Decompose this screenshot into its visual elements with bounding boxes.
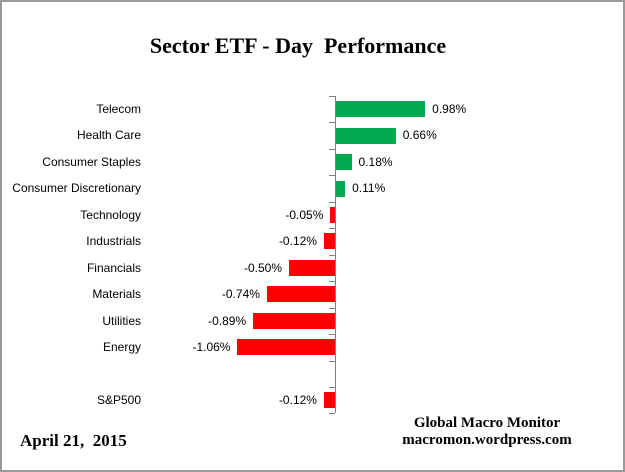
axis-tick	[329, 202, 335, 203]
value-label: -0.50%	[243, 260, 282, 275]
category-label: Telecom	[96, 102, 141, 116]
axis-tick	[329, 281, 335, 282]
value-label: 0.98%	[432, 102, 467, 116]
negative-bar	[266, 286, 335, 303]
axis-tick	[329, 228, 335, 229]
value-label: -0.12%	[278, 234, 317, 249]
axis-tick	[329, 308, 335, 309]
negative-bar	[330, 207, 335, 224]
negative-bar	[289, 259, 335, 276]
axis-tick	[329, 175, 335, 176]
category-label: Energy	[102, 340, 141, 355]
y-axis-line	[335, 96, 336, 414]
attribution-source: Global Macro Monitor	[413, 415, 561, 431]
category-label: Consumer Staples	[42, 154, 141, 169]
axis-tick	[329, 149, 335, 150]
value-label: -0.12%	[278, 392, 317, 407]
positive-bar	[335, 127, 396, 144]
positive-bar	[335, 154, 352, 171]
axis-tick	[329, 334, 335, 335]
value-label: -0.05%	[285, 207, 324, 222]
category-label: S&P500	[96, 392, 141, 407]
attribution-url: macromon.wordpress.com	[402, 432, 572, 448]
category-label: Financials	[86, 260, 141, 275]
negative-bar	[253, 312, 335, 329]
axis-tick	[329, 255, 335, 256]
category-label: Materials	[92, 287, 141, 302]
value-label: -0.74%	[221, 287, 260, 302]
negative-bar	[323, 392, 335, 409]
axis-tick	[329, 122, 335, 123]
category-label: Utilities	[102, 313, 141, 328]
attribution: Global Macro Monitor macromon.wordpress.…	[362, 415, 612, 449]
positive-bar	[335, 101, 426, 118]
value-label: 0.11%	[352, 181, 386, 196]
negative-bar	[323, 233, 335, 250]
positive-bar	[335, 180, 346, 197]
value-label: 0.18%	[358, 154, 393, 169]
category-label: Industrials	[86, 234, 141, 249]
category-label: Consumer Discretionary	[12, 181, 141, 196]
axis-tick	[329, 361, 335, 362]
value-label: -1.06%	[192, 340, 231, 355]
value-label: -0.89%	[208, 313, 247, 328]
date-label: April 21, 2015	[20, 431, 127, 450]
negative-bar	[237, 339, 335, 356]
chart-title: Sector ETF - Day Performance	[149, 33, 447, 58]
category-label: Technology	[80, 207, 141, 222]
axis-tick	[329, 413, 335, 414]
axis-tick	[329, 96, 335, 97]
axis-tick	[329, 387, 335, 388]
value-label: 0.66%	[402, 128, 437, 143]
category-label: Health Care	[76, 128, 141, 143]
